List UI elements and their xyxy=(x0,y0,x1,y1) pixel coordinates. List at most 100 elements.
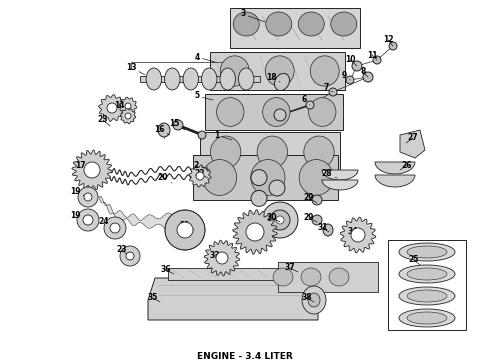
Ellipse shape xyxy=(217,98,244,126)
Polygon shape xyxy=(77,209,99,231)
Bar xyxy=(193,155,338,200)
Bar xyxy=(388,240,466,330)
Ellipse shape xyxy=(202,159,237,195)
Ellipse shape xyxy=(107,103,117,113)
Ellipse shape xyxy=(263,98,290,126)
Text: 7: 7 xyxy=(323,84,333,93)
Polygon shape xyxy=(400,130,425,158)
Ellipse shape xyxy=(198,131,206,139)
Ellipse shape xyxy=(251,159,285,195)
Ellipse shape xyxy=(265,56,294,86)
Text: 27: 27 xyxy=(406,134,418,143)
Polygon shape xyxy=(119,97,137,115)
Text: 6: 6 xyxy=(301,94,310,105)
Text: 3: 3 xyxy=(241,9,265,22)
Ellipse shape xyxy=(276,216,284,224)
Ellipse shape xyxy=(309,98,336,126)
Polygon shape xyxy=(72,150,112,190)
Polygon shape xyxy=(165,210,205,250)
Text: 33: 33 xyxy=(210,251,222,260)
Text: 38: 38 xyxy=(302,293,314,302)
Text: 34: 34 xyxy=(348,228,358,237)
Ellipse shape xyxy=(251,190,267,206)
Ellipse shape xyxy=(83,215,93,225)
Bar xyxy=(205,94,343,130)
Ellipse shape xyxy=(323,224,333,236)
Text: 31: 31 xyxy=(318,224,329,233)
Polygon shape xyxy=(322,170,358,180)
Text: 25: 25 xyxy=(409,256,420,265)
Polygon shape xyxy=(120,246,140,266)
Ellipse shape xyxy=(125,103,131,109)
Ellipse shape xyxy=(301,268,321,286)
Polygon shape xyxy=(375,175,415,187)
Ellipse shape xyxy=(363,72,373,82)
Ellipse shape xyxy=(233,12,259,36)
Polygon shape xyxy=(99,196,195,230)
Ellipse shape xyxy=(262,202,298,238)
Ellipse shape xyxy=(329,268,349,286)
Ellipse shape xyxy=(251,170,267,186)
Text: 10: 10 xyxy=(345,55,357,66)
Ellipse shape xyxy=(201,68,217,90)
Text: 12: 12 xyxy=(383,36,393,46)
Text: 19: 19 xyxy=(70,211,87,220)
Text: 35: 35 xyxy=(148,293,160,302)
Ellipse shape xyxy=(308,293,320,307)
Ellipse shape xyxy=(146,68,162,90)
Polygon shape xyxy=(340,217,376,253)
Ellipse shape xyxy=(196,172,204,180)
Bar xyxy=(140,76,260,82)
Ellipse shape xyxy=(165,68,180,90)
Ellipse shape xyxy=(407,312,447,324)
Ellipse shape xyxy=(173,120,183,130)
Polygon shape xyxy=(148,278,318,320)
Text: 28: 28 xyxy=(322,170,337,179)
Ellipse shape xyxy=(407,290,447,302)
Text: 17: 17 xyxy=(74,161,92,170)
Text: 36: 36 xyxy=(161,266,174,274)
Ellipse shape xyxy=(270,210,290,230)
Polygon shape xyxy=(375,162,415,174)
Text: 20: 20 xyxy=(158,174,172,183)
Ellipse shape xyxy=(312,195,322,205)
Ellipse shape xyxy=(158,123,170,137)
Text: 14: 14 xyxy=(114,100,128,109)
Ellipse shape xyxy=(273,268,293,286)
Ellipse shape xyxy=(306,101,314,109)
Text: 13: 13 xyxy=(126,63,145,75)
Text: 15: 15 xyxy=(169,118,185,130)
Ellipse shape xyxy=(373,56,381,64)
Text: 37: 37 xyxy=(285,264,298,273)
Text: 32: 32 xyxy=(249,228,262,237)
Ellipse shape xyxy=(84,162,100,178)
Text: 2: 2 xyxy=(194,161,210,170)
Polygon shape xyxy=(233,210,277,254)
Ellipse shape xyxy=(216,252,228,264)
Ellipse shape xyxy=(183,68,198,90)
Polygon shape xyxy=(120,108,136,124)
Ellipse shape xyxy=(331,12,357,36)
Ellipse shape xyxy=(84,193,92,201)
Ellipse shape xyxy=(239,68,254,90)
Ellipse shape xyxy=(177,222,193,238)
Ellipse shape xyxy=(346,76,354,84)
Polygon shape xyxy=(189,165,211,187)
Ellipse shape xyxy=(351,228,365,242)
Ellipse shape xyxy=(312,215,322,225)
Text: 9: 9 xyxy=(342,71,350,80)
Text: 18: 18 xyxy=(266,72,280,82)
Text: 23: 23 xyxy=(98,116,110,126)
Text: 26: 26 xyxy=(400,161,412,170)
Text: 22: 22 xyxy=(195,170,208,179)
Ellipse shape xyxy=(399,309,455,327)
Polygon shape xyxy=(78,187,98,207)
Ellipse shape xyxy=(298,12,324,36)
Ellipse shape xyxy=(399,265,455,283)
Text: 4: 4 xyxy=(195,53,215,62)
Polygon shape xyxy=(98,95,125,121)
Ellipse shape xyxy=(299,159,333,195)
Text: 29: 29 xyxy=(304,213,317,222)
Text: 21: 21 xyxy=(180,220,194,230)
Text: 8: 8 xyxy=(360,68,368,77)
